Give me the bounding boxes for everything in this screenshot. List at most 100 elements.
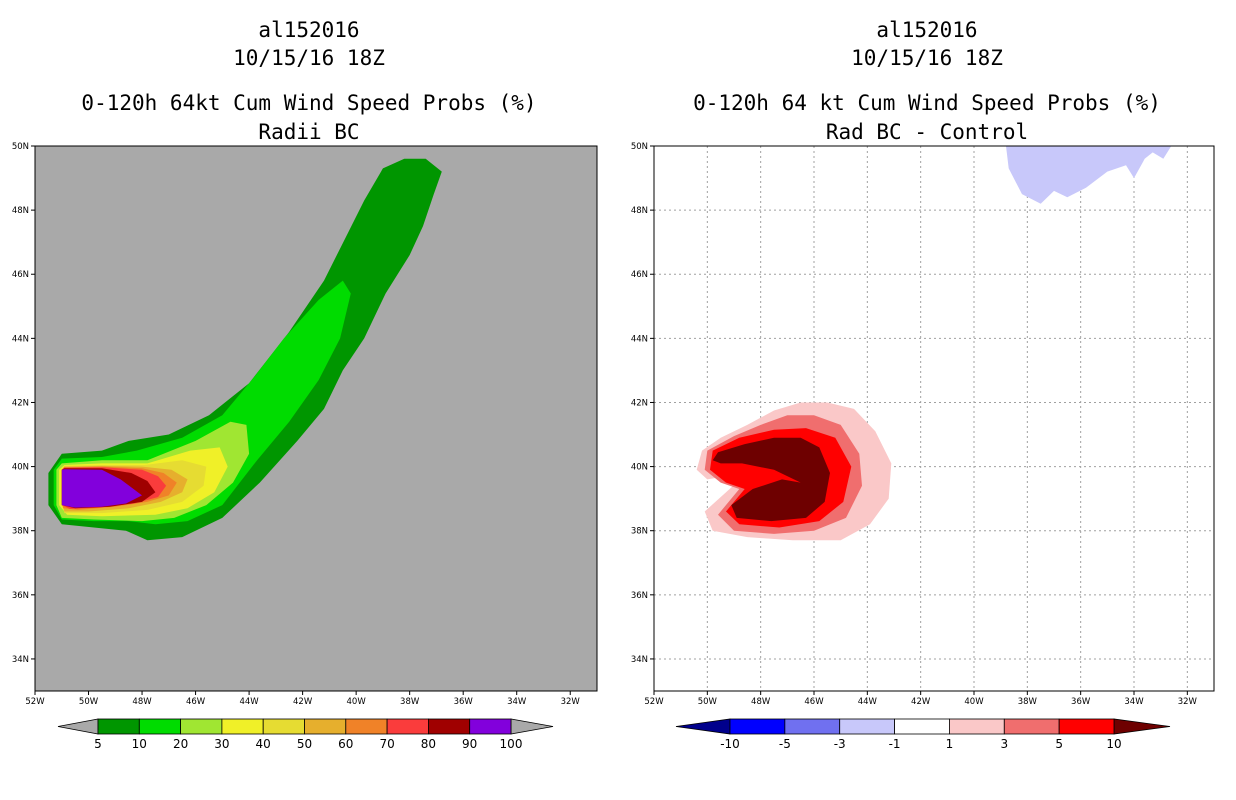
y-tick-label: 42N — [12, 398, 29, 408]
colorbar-label: 30 — [214, 737, 229, 751]
plot-area — [35, 146, 597, 691]
colorbar-swatch — [262, 718, 305, 735]
y-tick-label: 38N — [631, 527, 648, 537]
colorbar-under-triangle — [57, 718, 99, 735]
x-tick-label: 32W — [561, 697, 581, 707]
x-tick-label: 36W — [454, 697, 474, 707]
y-tick-label: 40N — [12, 463, 29, 473]
contour-group — [696, 146, 1172, 541]
colorbar-label: 100 — [500, 737, 523, 751]
colorbar-swatch — [304, 718, 347, 735]
x-tick-label: 50W — [698, 697, 718, 707]
y-tick-label: 34N — [12, 655, 29, 665]
colorbar-swatch — [784, 718, 841, 735]
colorbar-label: 5 — [94, 737, 102, 751]
colorbar-label: 10 — [1106, 737, 1121, 751]
colorbar-label: 5 — [1055, 737, 1063, 751]
y-tick-label: 44N — [12, 334, 29, 344]
x-tick-label: 38W — [1018, 697, 1038, 707]
datetime-label: 10/15/16 18Z — [233, 46, 385, 70]
y-tick-label: 50N — [12, 142, 29, 152]
x-tick-label: 42W — [293, 697, 313, 707]
x-tick-label: 40W — [964, 697, 984, 707]
plot-frame — [34, 145, 598, 692]
plot-area — [654, 146, 1214, 691]
x-tick-label: 34W — [1124, 697, 1144, 707]
x-tick-label: 42W — [911, 697, 931, 707]
y-tick-label: 46N — [631, 270, 648, 280]
storm-id-label: al152016 — [876, 18, 978, 42]
colorbar-label: 90 — [462, 737, 477, 751]
colorbar-label: -3 — [834, 737, 846, 751]
contour--3 — [1006, 146, 1172, 204]
colorbar-swatch — [97, 718, 140, 735]
colorbar-swatch — [180, 718, 223, 735]
y-tick-label: 36N — [12, 591, 29, 601]
y-tick-label: 34N — [631, 655, 648, 665]
colorbar-swatch — [386, 718, 429, 735]
x-tick-label: 32W — [1178, 697, 1198, 707]
right-panel: al152016 10/15/16 18Z 0-120h 64 kt Cum W… — [618, 0, 1236, 800]
y-tick-label: 50N — [631, 142, 648, 152]
x-tick-label: 46W — [186, 697, 206, 707]
contour-group — [48, 158, 442, 541]
colorbar-label: 50 — [297, 737, 312, 751]
left-panel: al152016 10/15/16 18Z 0-120h 64kt Cum Wi… — [12, 18, 598, 751]
x-tick-label: 48W — [132, 697, 152, 707]
x-tick-label: 46W — [804, 697, 824, 707]
colorbar-swatch — [1003, 718, 1060, 735]
chart-title: 0-120h 64 kt Cum Wind Speed Probs (%) — [693, 91, 1161, 115]
chart-title: 0-120h 64kt Cum Wind Speed Probs (%) — [81, 91, 537, 115]
colorbar-label: -5 — [779, 737, 791, 751]
colorbar-over-triangle — [510, 718, 554, 735]
colorbar-label: 20 — [173, 737, 188, 751]
colorbar-swatch — [1058, 718, 1115, 735]
colorbar-label: 70 — [379, 737, 394, 751]
colorbar-swatch — [469, 718, 512, 735]
colorbar-swatch — [894, 718, 950, 735]
colorbar-swatch — [221, 718, 264, 735]
colorbar-under-triangle — [675, 718, 731, 735]
y-tick-label: 36N — [631, 591, 648, 601]
chart-subtitle: Radii BC — [258, 120, 360, 144]
colorbar-label: 40 — [256, 737, 271, 751]
x-tick-label: 36W — [1071, 697, 1091, 707]
contour-90 — [61, 469, 142, 508]
y-tick-label: 42N — [631, 398, 648, 408]
colorbar-label: 80 — [421, 737, 436, 751]
colorbar-swatch — [427, 718, 471, 735]
chart-subtitle: Rad BC - Control — [825, 120, 1029, 144]
x-tick-label: 34W — [507, 697, 527, 707]
contour-5 — [48, 158, 442, 541]
x-tick-label: 48W — [751, 697, 771, 707]
datetime-label: 10/15/16 18Z — [851, 46, 1003, 70]
colorbar-label: -10 — [720, 737, 740, 751]
x-tick-label: 40W — [347, 697, 367, 707]
plot-frame — [653, 145, 1215, 692]
y-tick-label: 48N — [631, 206, 648, 216]
y-tick-label: 48N — [12, 206, 29, 216]
contour-10 — [712, 437, 830, 522]
x-tick-label: 52W — [25, 697, 45, 707]
x-tick-label: 38W — [400, 697, 420, 707]
x-tick-label: 44W — [858, 697, 878, 707]
colorbar-label: 60 — [338, 737, 353, 751]
colorbar-swatch — [345, 718, 388, 735]
colorbar-swatch — [729, 718, 786, 735]
y-tick-label: 46N — [12, 270, 29, 280]
left-chart-svg: 52W 50W 48W 46W 44W 42W 40W 38W 36W 34W 32W 34N 36N 3… — [12, 142, 598, 751]
colorbar-label: -1 — [889, 737, 901, 751]
colorbar-over-triangle — [1113, 718, 1171, 735]
colorbar-swatch — [138, 718, 182, 735]
y-tick-label: 44N — [631, 334, 648, 344]
colorbar-label: 3 — [1000, 737, 1008, 751]
y-tick-label: 40N — [631, 463, 648, 473]
x-tick-label: 52W — [644, 697, 664, 707]
colorbar-label: 10 — [132, 737, 147, 751]
colorbar-label: 1 — [946, 737, 954, 751]
storm-id-label: al152016 — [258, 18, 360, 42]
right-chart-svg: 52W 50W 48W 46W 44W 42W 40W 38W 36W 34W 32W 34N 36N 3… — [631, 142, 1215, 751]
y-tick-label: 38N — [12, 527, 29, 537]
x-tick-label: 44W — [239, 697, 259, 707]
colorbar-swatch — [839, 718, 895, 735]
